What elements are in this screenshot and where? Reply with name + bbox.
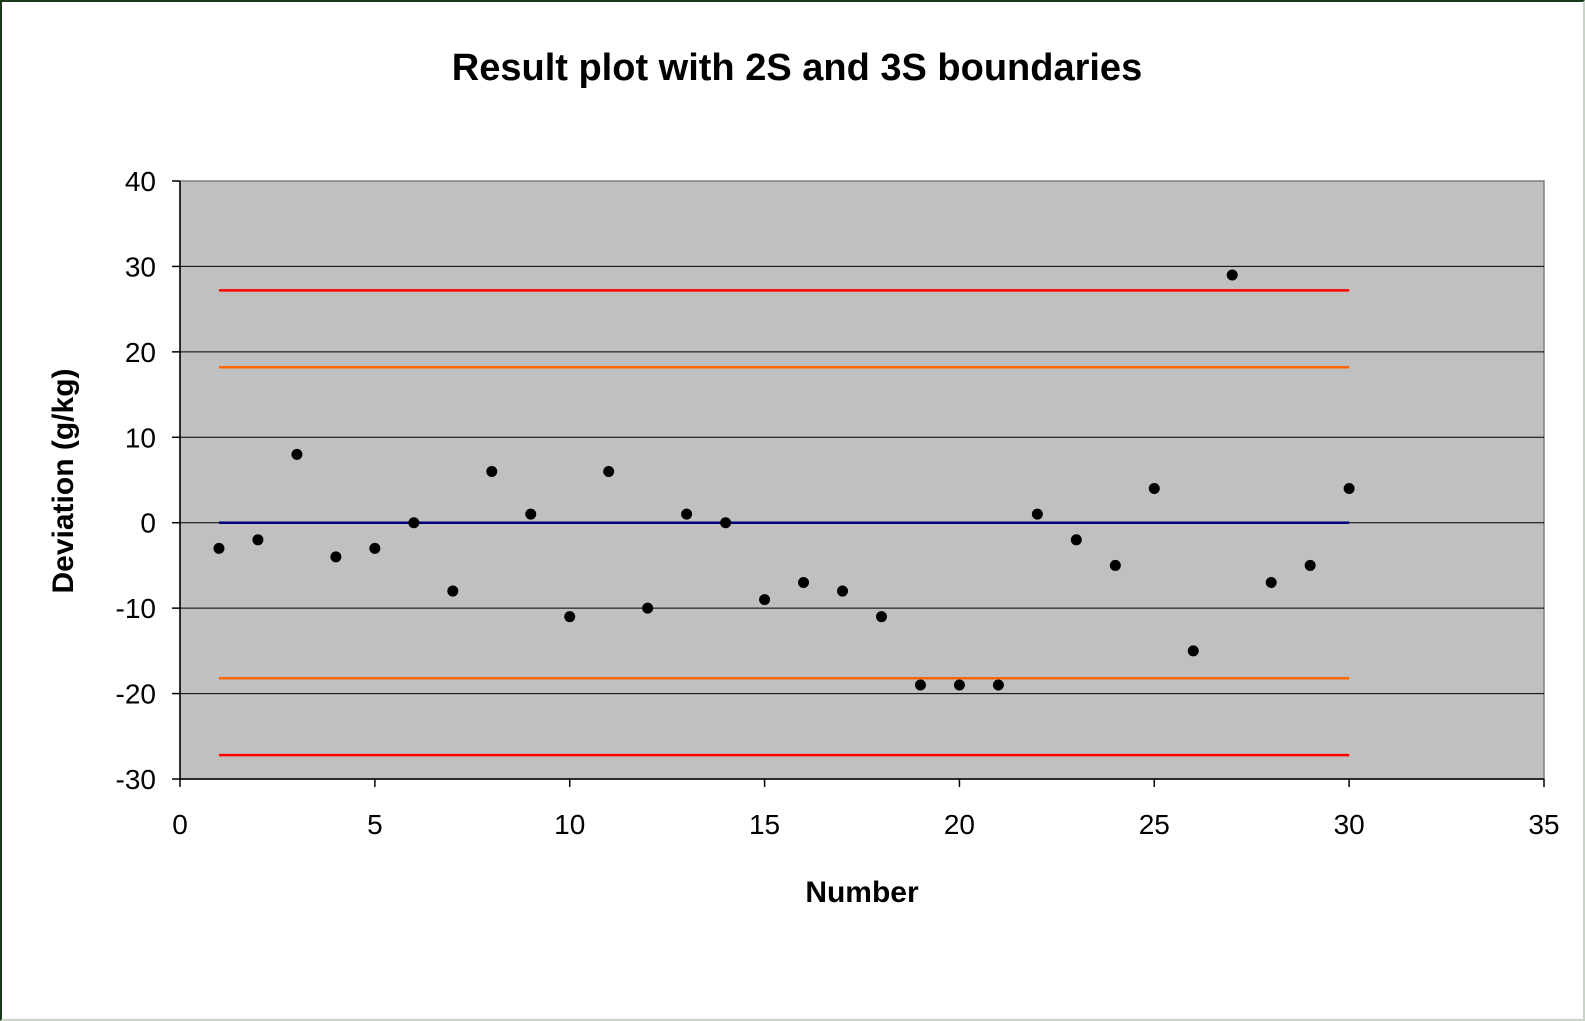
x-tick-label: 30: [1334, 809, 1365, 840]
y-tick-label: 40: [125, 166, 156, 197]
data-point: [603, 465, 615, 477]
y-tick-label: 30: [125, 251, 156, 282]
x-tick-label: 5: [367, 809, 383, 840]
data-point: [525, 508, 537, 520]
data-point: [1109, 559, 1121, 571]
data-point: [1226, 269, 1238, 281]
x-axis-title: Number: [805, 876, 919, 909]
data-point: [213, 542, 225, 554]
data-point: [252, 534, 264, 546]
data-point: [369, 542, 381, 554]
data-point: [1148, 483, 1160, 495]
data-point: [1343, 483, 1355, 495]
y-tick-label: -30: [116, 764, 156, 795]
plot-area: [179, 180, 1545, 780]
chart-title: Result plot with 2S and 3S boundaries: [452, 47, 1142, 89]
data-point: [642, 602, 654, 614]
data-point: [1265, 577, 1277, 589]
x-tick-label: 0: [172, 809, 188, 840]
data-point: [953, 679, 965, 691]
y-tick-label: 10: [125, 422, 156, 453]
data-point: [914, 679, 926, 691]
data-point: [875, 611, 887, 623]
data-point: [798, 577, 810, 589]
data-point: [992, 679, 1004, 691]
y-tick-labels: 40 30 20 10 0 -10 -20 -30: [116, 166, 156, 795]
data-point: [486, 465, 498, 477]
data-point: [1070, 534, 1082, 546]
data-point: [330, 551, 342, 563]
y-tick-label: -20: [116, 679, 156, 710]
data-point: [564, 611, 576, 623]
x-tick-label: 20: [944, 809, 975, 840]
x-tick-label: 35: [1528, 809, 1559, 840]
y-tick-label: 0: [140, 508, 156, 539]
gridlines: [180, 265, 1544, 695]
data-point: [720, 517, 732, 529]
y-tick-label: 20: [125, 337, 156, 368]
x-tick-label: 25: [1139, 809, 1170, 840]
x-tick-labels: 0 5 10 15 20 25 30 35: [172, 809, 1559, 840]
data-point: [1187, 645, 1199, 657]
data-point: [1031, 508, 1043, 520]
data-point: [837, 585, 849, 597]
x-tick-label: 15: [749, 809, 780, 840]
x-tick-label: 10: [554, 809, 585, 840]
data-points: [213, 269, 1355, 691]
data-point: [447, 585, 459, 597]
y-axis-title: Deviation (g/kg): [47, 368, 80, 593]
data-point: [291, 448, 303, 460]
data-point: [408, 517, 420, 529]
data-point: [759, 594, 771, 606]
axes: [172, 180, 1545, 787]
boundary-lines: [218, 289, 1350, 757]
y-tick-label: -10: [116, 593, 156, 624]
data-point: [681, 508, 693, 520]
data-point: [1304, 559, 1316, 571]
